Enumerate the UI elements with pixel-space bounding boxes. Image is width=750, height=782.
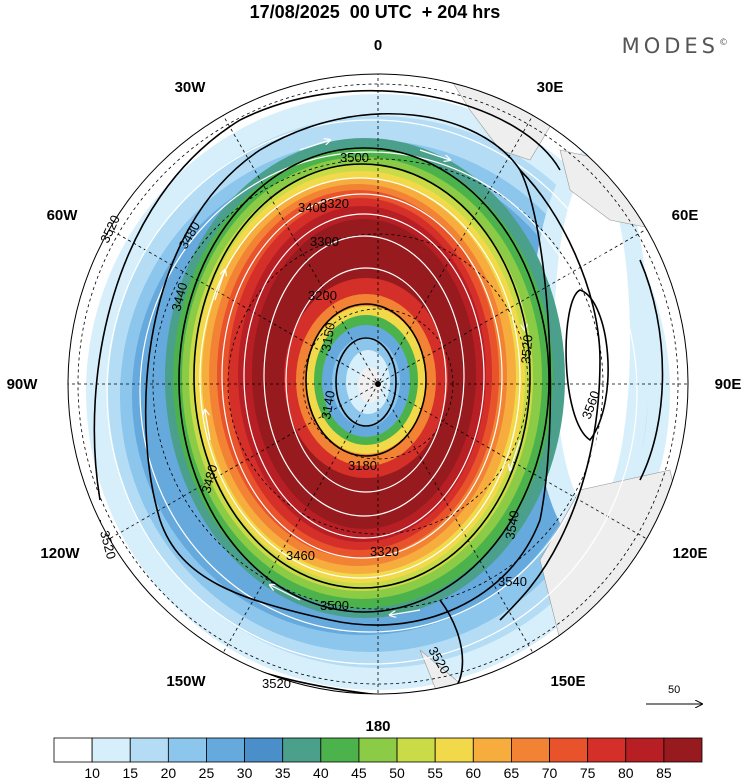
contour-label: 3300 <box>310 234 339 249</box>
colorbar-swatch <box>167 737 207 763</box>
map-title: 17/08/2025 00 UTC + 204 hrs <box>249 2 501 22</box>
colorbar-tick-label: 70 <box>542 765 558 781</box>
colorbar-tick-label: 15 <box>122 765 138 781</box>
colorbar-swatch <box>434 737 474 763</box>
colorbar-tick-label: 30 <box>237 765 253 781</box>
lon-label-180: 180 <box>365 718 390 735</box>
brand-mark: © <box>719 38 728 48</box>
colorbar-swatch <box>625 737 665 763</box>
colorbar-swatch <box>358 737 398 763</box>
contour-label: 3180 <box>348 458 377 473</box>
colorbar-swatch <box>91 737 131 763</box>
colorbar-swatch <box>472 737 512 763</box>
lon-label-60w: 60W <box>47 207 79 224</box>
contour-label: 3150 <box>318 321 338 352</box>
lon-label-150w: 150W <box>166 673 206 690</box>
colorbar-tick-label: 35 <box>275 765 291 781</box>
colorbar-tick-label: 20 <box>161 765 177 781</box>
contour-label: 3520 <box>97 529 119 561</box>
colorbar-tick-label: 55 <box>427 765 443 781</box>
brand-name: MODES <box>621 34 719 58</box>
lon-label-150e: 150E <box>550 673 585 690</box>
reference-vector-label: 50 <box>668 684 681 696</box>
colorbar-tick-label: 45 <box>351 765 367 781</box>
colorbar-swatch <box>129 737 169 763</box>
colorbar-swatch <box>549 737 589 763</box>
colorbar: 10 15 20 25 30 35 40 45 50 55 60 65 70 75 80 85 <box>53 737 703 781</box>
colorbar-swatch <box>244 737 284 763</box>
colorbar-tick-label: 85 <box>656 765 672 781</box>
contour-label: 3460 <box>286 548 315 563</box>
contour-label: 3520 <box>518 334 535 364</box>
colorbar-swatch <box>282 737 322 763</box>
colorbar-tick-label: 80 <box>618 765 634 781</box>
longitude-labels: 0 30E 60E 90E 120E 150E 180 150W 120W 90… <box>7 37 742 735</box>
colorbar-tick-label: 75 <box>580 765 596 781</box>
lon-label-30w: 30W <box>175 79 207 96</box>
contour-label: 3320 <box>370 544 399 559</box>
contour-label: 3440 <box>168 281 190 313</box>
colorbar-swatch <box>53 737 93 763</box>
colorbar-tick-label: 60 <box>466 765 482 781</box>
colorbar-swatch <box>663 737 703 763</box>
colorbar-tick-label: 40 <box>313 765 329 781</box>
colorbar-tick-label: 25 <box>199 765 215 781</box>
contour-label: 3540 <box>502 509 522 540</box>
contour-label: 3540 <box>498 574 527 589</box>
contour-label: 3500 <box>340 150 369 165</box>
map-border <box>67 73 689 695</box>
colorbar-swatch <box>587 737 627 763</box>
lon-label-90e: 90E <box>715 376 742 393</box>
contour-label: 3140 <box>318 389 338 420</box>
contour-label: 3500 <box>320 598 349 613</box>
pole-marker <box>375 381 381 387</box>
colorbar-swatch <box>320 737 360 763</box>
contour-label: 3480 <box>198 463 220 495</box>
height-contours <box>93 89 664 694</box>
colorbar-swatch <box>206 737 245 763</box>
colorbar-swatch <box>396 737 436 763</box>
colorbar-tick-label: 10 <box>84 765 100 781</box>
lon-label-120e: 120E <box>672 545 707 562</box>
contour-label: 3320 <box>320 196 349 211</box>
brand-logo: MODES© <box>622 34 728 58</box>
lon-label-120w: 120W <box>40 545 80 562</box>
colorbar-tick-label: 50 <box>389 765 405 781</box>
lon-label-90w: 90W <box>7 376 39 393</box>
contour-label: 3400 <box>298 200 327 215</box>
lon-label-0: 0 <box>374 37 382 54</box>
colorbar-tick-label: 65 <box>504 765 520 781</box>
contour-label: 3200 <box>308 288 337 303</box>
lon-label-60e: 60E <box>672 207 699 224</box>
colorbar-swatch <box>511 737 550 763</box>
wind-vectors <box>106 119 638 665</box>
lon-label-30e: 30E <box>537 79 564 96</box>
contour-label: 3520 <box>262 676 291 691</box>
